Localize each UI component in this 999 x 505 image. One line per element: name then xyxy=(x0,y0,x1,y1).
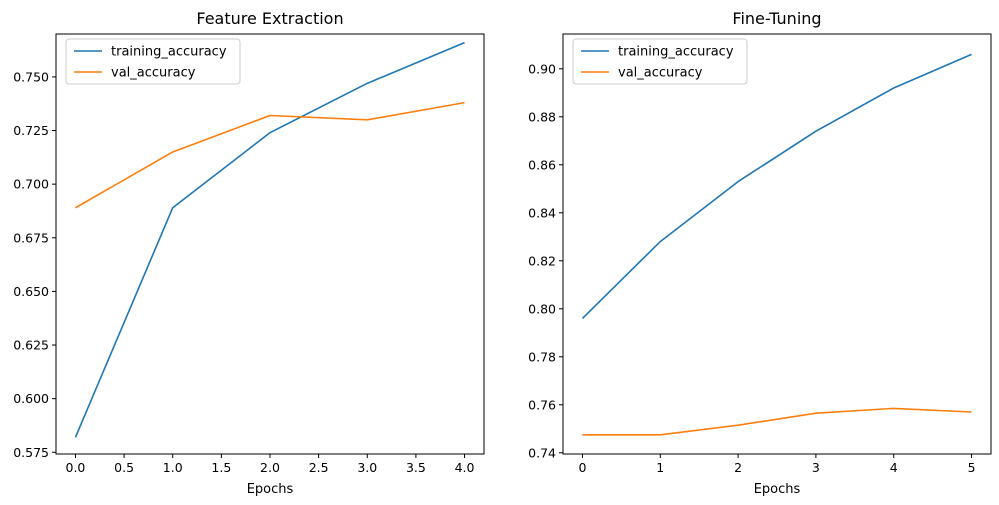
y-tick-label: 0.575 xyxy=(13,445,49,460)
y-tick-label: 0.74 xyxy=(528,445,556,460)
legend-box xyxy=(572,38,748,85)
x-tick-label: 1.5 xyxy=(211,460,231,475)
y-tick-label: 0.80 xyxy=(528,301,556,316)
legend-label: val_accuracy xyxy=(618,66,703,81)
chart-marks xyxy=(74,41,465,438)
plot-frame xyxy=(562,33,992,455)
chart-title: Feature Extraction xyxy=(196,9,343,28)
x-tick-label: 5 xyxy=(968,460,976,475)
chart-feature-extraction: Feature Extraction 0.0 0.5 1.0 1.5 2.0 2.5 3.0… xyxy=(13,9,485,497)
x-tick-label: 3.0 xyxy=(357,460,377,475)
y-tick-label: 0.675 xyxy=(13,230,49,245)
y-axis-ticks: 0.74 0.76 0.78 0.80 0.82 0.84 0.86 0.88 0.90 xyxy=(528,61,563,460)
legend-label: training_accuracy xyxy=(111,45,227,60)
x-axis-label: Epochs xyxy=(754,482,801,497)
legend-box xyxy=(65,38,241,85)
y-tick-label: 0.90 xyxy=(528,61,556,76)
legend-label: val_accuracy xyxy=(111,66,196,81)
y-tick-label: 0.725 xyxy=(13,123,49,138)
x-tick-label: 2 xyxy=(734,460,742,475)
y-tick-label: 0.84 xyxy=(528,205,556,220)
series-line-training-accuracy xyxy=(74,41,465,438)
y-axis-ticks: 0.575 0.600 0.625 0.650 0.675 0.700 0.725 0.750 xyxy=(13,69,56,460)
chart-title: Fine-Tuning xyxy=(732,9,821,28)
y-tick-label: 0.650 xyxy=(13,284,49,299)
x-axis-ticks: 0 1 2 3 4 5 xyxy=(578,454,976,475)
legend-label: training_accuracy xyxy=(618,45,734,60)
x-tick-label: 4 xyxy=(890,460,898,475)
x-tick-label: 0.0 xyxy=(66,460,86,475)
y-tick-label: 0.600 xyxy=(13,391,49,406)
legend: training_accuracy val_accuracy xyxy=(572,38,748,85)
y-tick-label: 0.88 xyxy=(528,109,556,124)
x-tick-label: 2.5 xyxy=(309,460,329,475)
x-tick-label: 0 xyxy=(578,460,586,475)
x-tick-label: 2.0 xyxy=(260,460,280,475)
series-line-val-accuracy xyxy=(75,101,465,209)
y-tick-label: 0.76 xyxy=(528,397,556,412)
y-tick-label: 0.700 xyxy=(13,177,49,192)
legend: training_accuracy val_accuracy xyxy=(65,38,241,85)
y-tick-label: 0.750 xyxy=(13,69,49,84)
y-tick-label: 0.82 xyxy=(528,253,556,268)
x-tick-label: 1 xyxy=(656,460,664,475)
x-tick-label: 3.5 xyxy=(406,460,426,475)
x-tick-label: 3 xyxy=(812,460,820,475)
x-tick-label: 4.0 xyxy=(455,460,475,475)
chart-marks xyxy=(581,53,972,436)
y-tick-label: 0.86 xyxy=(528,157,556,172)
y-tick-label: 0.625 xyxy=(13,338,49,353)
x-tick-label: 0.5 xyxy=(114,460,134,475)
series-line-training-accuracy xyxy=(581,53,972,319)
x-axis-label: Epochs xyxy=(247,482,294,497)
series-line-val-accuracy xyxy=(582,407,972,436)
x-axis-ticks: 0.0 0.5 1.0 1.5 2.0 2.5 3.0 3.5 4.0 xyxy=(66,454,475,475)
y-tick-label: 0.78 xyxy=(528,349,556,364)
x-tick-label: 1.0 xyxy=(163,460,183,475)
